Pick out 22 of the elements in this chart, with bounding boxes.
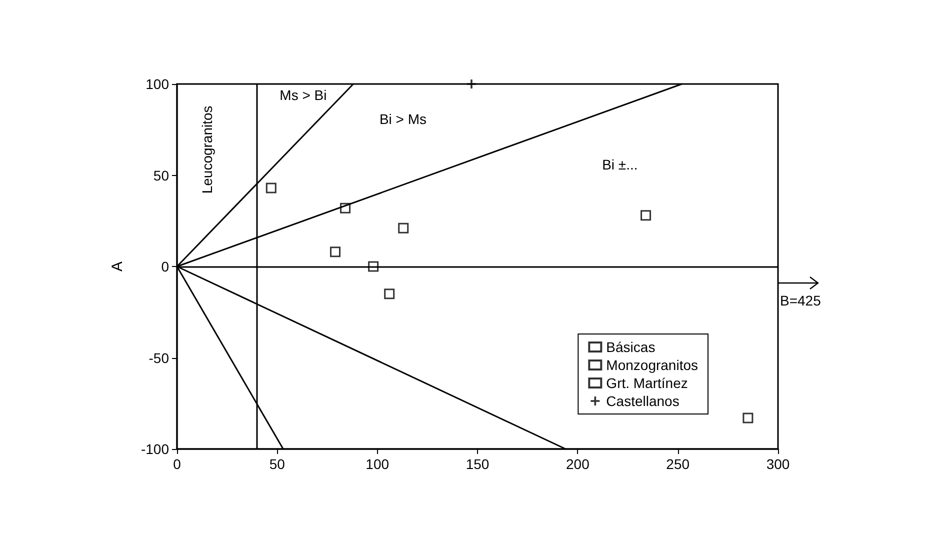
x-tick-label: 300 bbox=[766, 456, 790, 472]
annotation: Leucogranitos bbox=[199, 106, 216, 194]
y-tick-label: 0 bbox=[161, 258, 170, 274]
annotation: Bi ±... bbox=[602, 156, 638, 172]
x-tick-label: 250 bbox=[666, 456, 690, 472]
legend-label: Monzogranitos bbox=[606, 357, 698, 373]
y-tick-label: -100 bbox=[140, 441, 170, 457]
legend-label: Castellanos bbox=[606, 393, 680, 409]
annotation: Bi > Ms bbox=[379, 111, 427, 128]
legend-label: Básicas bbox=[606, 339, 656, 355]
x-tick-label: 50 bbox=[269, 456, 286, 472]
y-tick-label: 50 bbox=[153, 167, 170, 184]
x-tick-label: 200 bbox=[566, 456, 590, 472]
y-tick-label: -50 bbox=[148, 350, 170, 366]
x-tick-label: 100 bbox=[366, 456, 390, 472]
y-axis-title: A bbox=[109, 261, 126, 272]
x-tick-label: 150 bbox=[466, 456, 490, 472]
legend-label: Grt. Martínez bbox=[606, 375, 688, 391]
annotation: Ms > Bi bbox=[280, 86, 327, 103]
text: B=425 bbox=[780, 292, 822, 308]
y-tick-label: 100 bbox=[146, 76, 170, 92]
x-tick-label: 0 bbox=[173, 456, 182, 472]
